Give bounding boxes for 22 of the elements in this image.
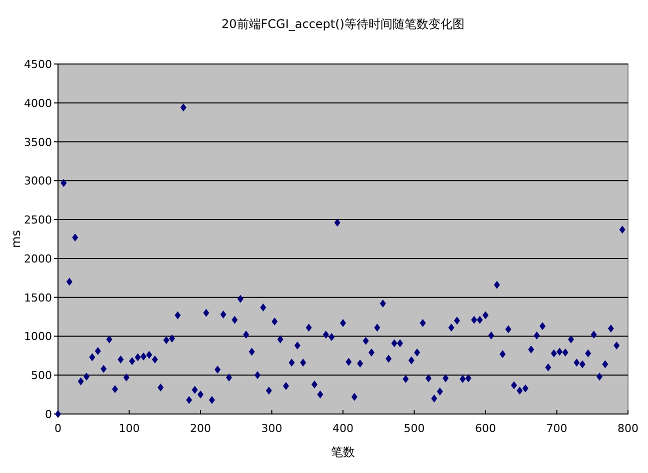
x-tick-label: 100 [118, 422, 140, 435]
x-tick-label: 0 [54, 422, 62, 435]
y-tick-label: 2000 [24, 252, 52, 266]
x-axis-title: 笔数 [331, 445, 355, 459]
x-tick-label: 800 [618, 422, 638, 435]
y-tick-label: 4500 [24, 58, 52, 71]
y-tick-label: 500 [31, 369, 52, 382]
y-tick-label: 2500 [24, 214, 52, 227]
y-tick-label: 4000 [24, 96, 52, 110]
x-tick-label: 400 [332, 422, 354, 435]
y-tick-label: 1500 [24, 291, 52, 304]
y-tick-label: 0 [45, 408, 52, 421]
x-tick-label: 200 [190, 422, 211, 435]
y-tick-label: 1000 [24, 330, 52, 344]
y-axis-title: ms [9, 230, 23, 248]
y-tick-label: 3500 [24, 136, 52, 149]
x-tick-label: 700 [546, 422, 568, 435]
x-tick-label: 500 [404, 422, 425, 435]
chart-title: 20前端FCGI_accept()等待时间随笔数变化图 [221, 17, 465, 31]
x-tick-label: 600 [475, 422, 496, 435]
y-tick-label: 3000 [24, 174, 52, 188]
x-tick-label: 300 [261, 422, 282, 435]
